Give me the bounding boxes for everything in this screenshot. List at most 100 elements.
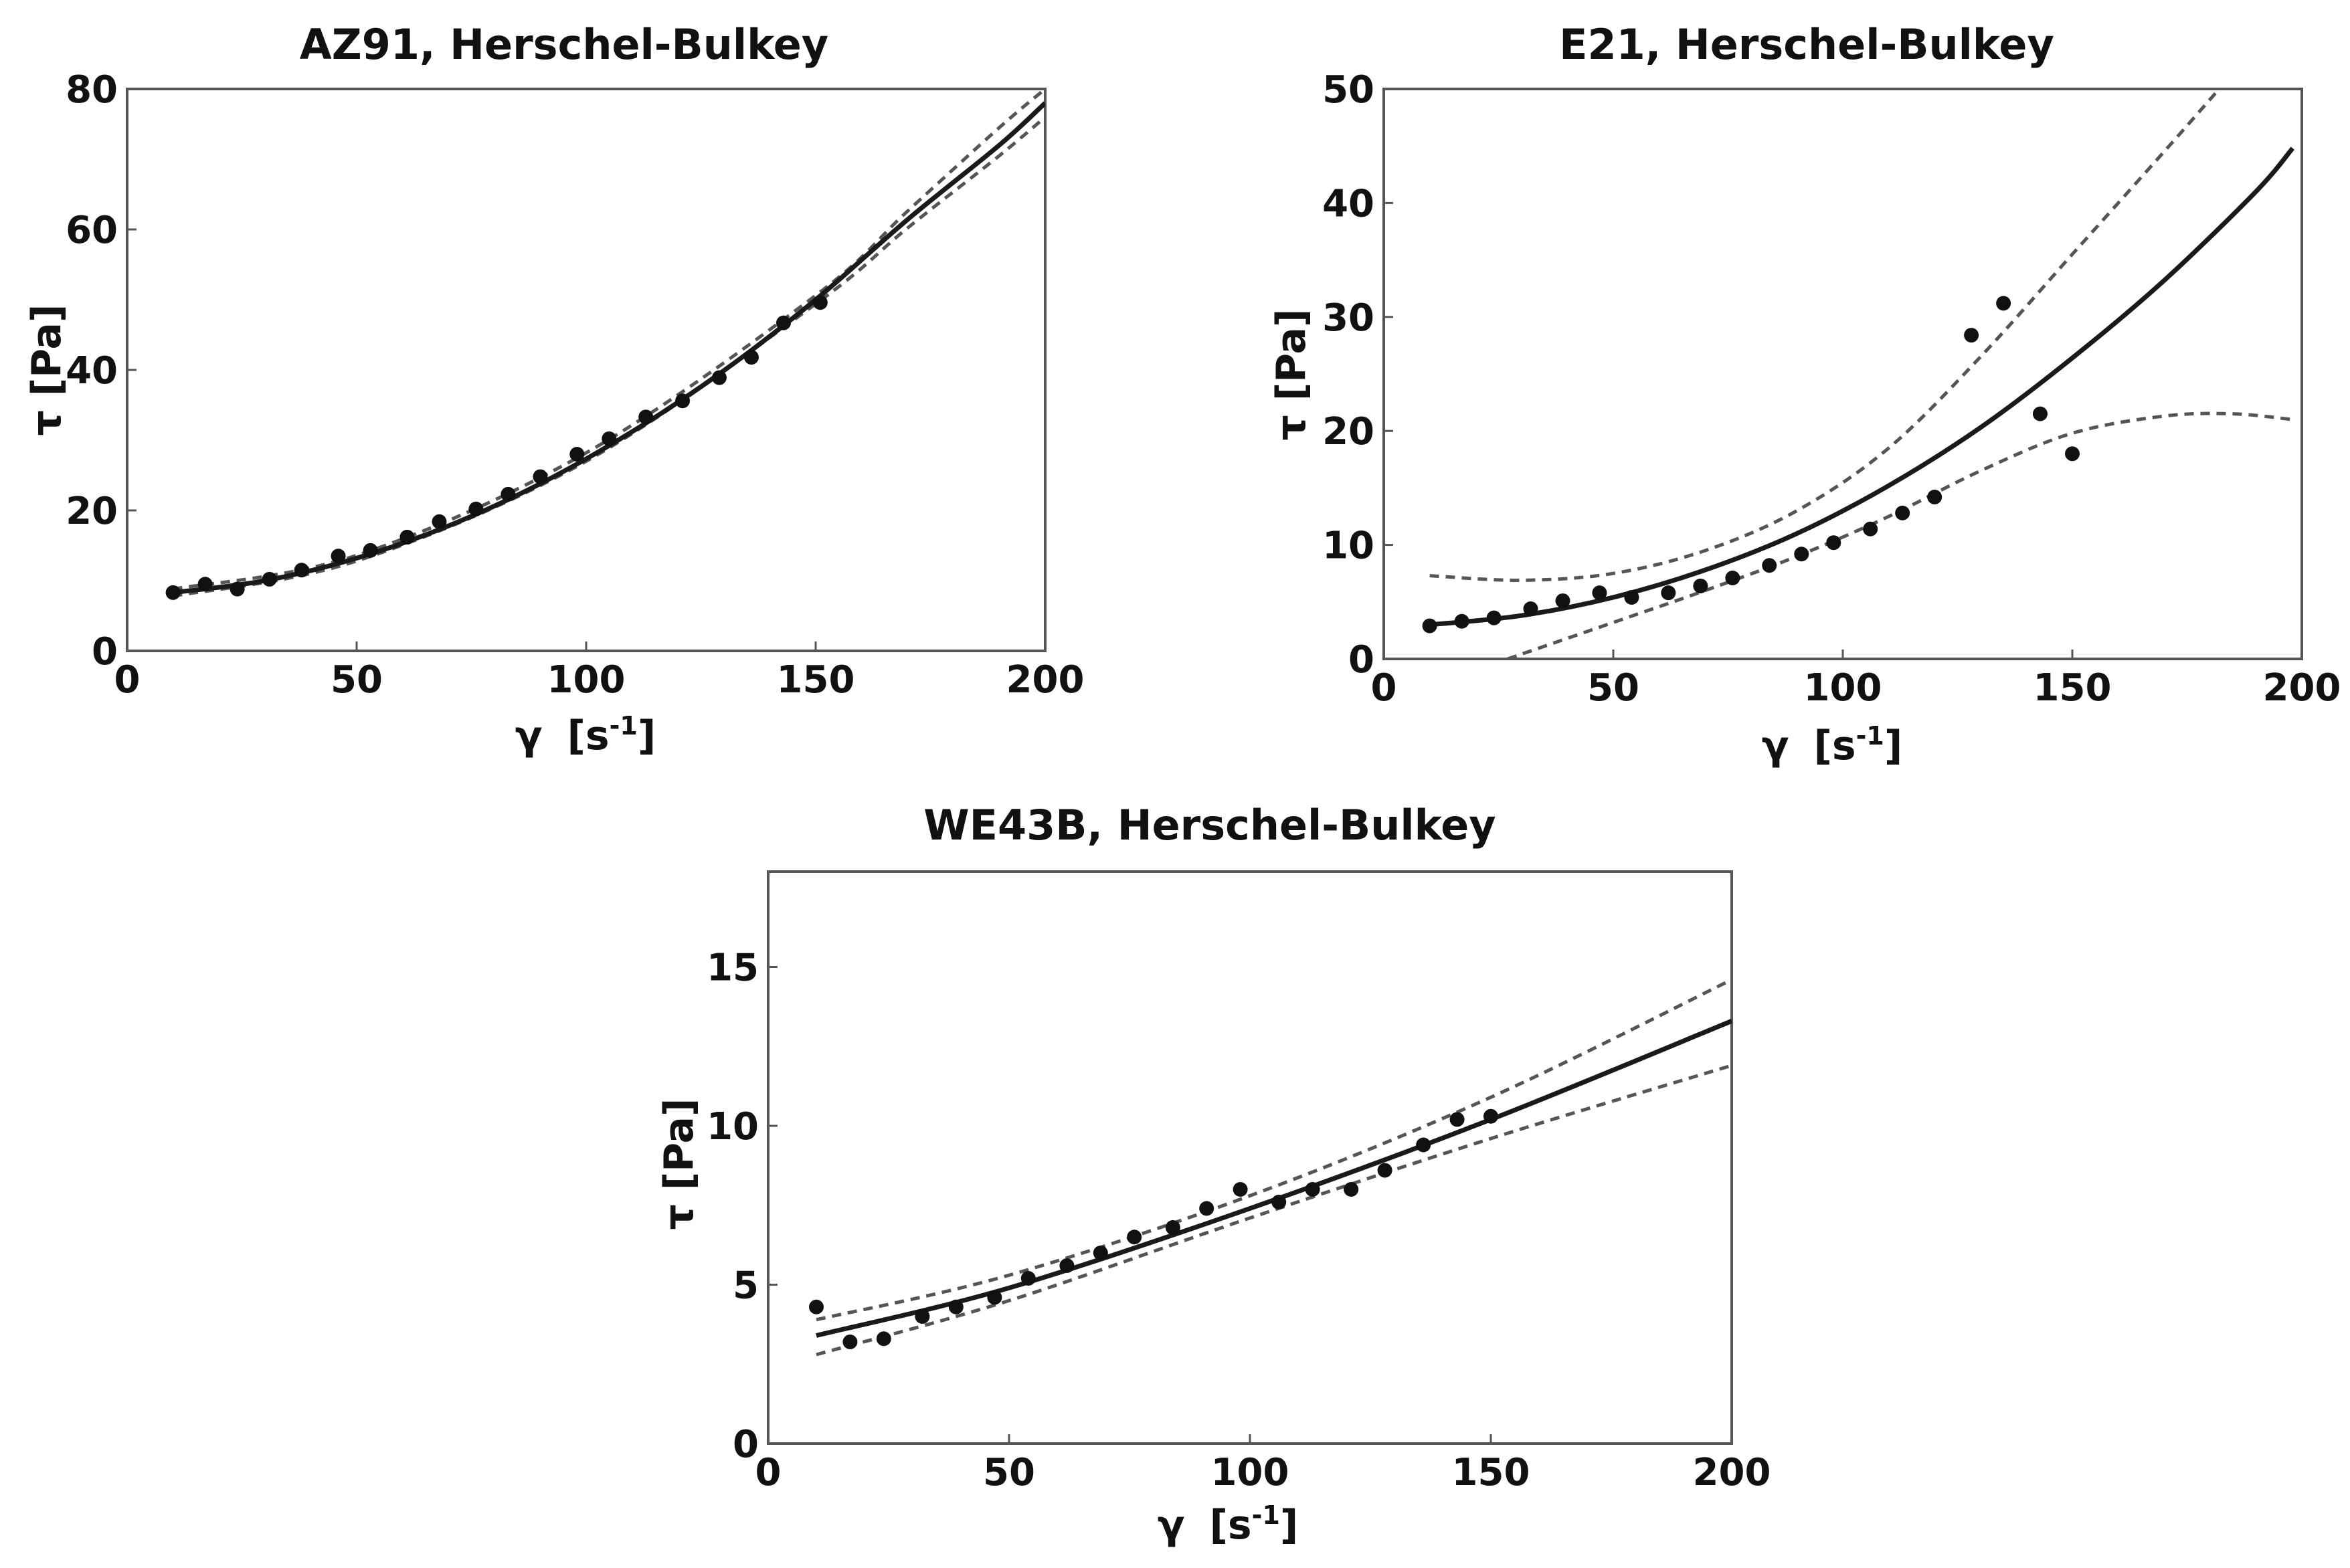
data-point	[399, 529, 415, 545]
data-point	[1661, 585, 1676, 601]
data-point	[809, 1299, 824, 1314]
y-tick-label: 50	[1322, 68, 1374, 112]
confidence-upper-line	[173, 89, 1045, 591]
fit-line	[816, 1019, 1732, 1338]
fit-line	[1429, 146, 2294, 627]
data-point	[1555, 593, 1570, 609]
plot-frame	[1382, 88, 2303, 660]
y-axis-label: τ [Pa]	[656, 1098, 703, 1230]
data-point	[743, 350, 759, 365]
confidence-upper-line	[1429, 89, 2221, 582]
chart-we43b: WE43B, Herschel-Bulkey 0 50 100 150 200 0 5 10 1…	[656, 801, 1771, 1549]
data-point	[1996, 296, 2011, 311]
chart-title: E21, Herschel-Bulkey	[1559, 20, 2054, 69]
data-point	[1093, 1246, 1108, 1260]
x-tick-label: 150	[1452, 1451, 1530, 1494]
y-tick-label: 30	[1322, 296, 1374, 340]
data-point	[1422, 618, 1437, 633]
data-point	[1624, 589, 1639, 605]
y-tick-label: 0	[1348, 638, 1374, 682]
data-point	[533, 469, 548, 484]
x-tick-label: 100	[547, 658, 626, 702]
x-tick-label: 50	[1587, 666, 1639, 710]
chart-title: WE43B, Herschel-Bulkey	[923, 801, 1496, 850]
data-point	[1826, 535, 1841, 551]
data-point	[776, 315, 791, 330]
data-point	[569, 447, 585, 462]
x-tick-label: 50	[331, 658, 383, 702]
y-tick-label: 5	[733, 1264, 759, 1308]
data-point	[468, 501, 484, 516]
x-tick-label: 0	[1371, 666, 1397, 710]
y-tick-label: 0	[92, 630, 118, 674]
x-tick-label: 50	[983, 1451, 1035, 1494]
y-tick-label: 60	[66, 209, 118, 252]
confidence-lower-line	[173, 116, 1045, 598]
y-tick-label: 0	[733, 1423, 759, 1466]
data-point	[294, 563, 309, 578]
data-point	[638, 409, 654, 425]
data-point	[1794, 547, 1809, 562]
y-tick-label: 80	[66, 68, 118, 112]
curves-group	[173, 89, 1045, 598]
data-point	[1725, 571, 1740, 586]
data-point	[501, 486, 516, 502]
points-group	[1422, 296, 2080, 633]
x-tick-label: 100	[1804, 666, 1882, 710]
y-tick-label: 10	[707, 1105, 759, 1149]
data-point	[987, 1290, 1002, 1305]
data-point	[1165, 1220, 1180, 1235]
data-point	[197, 577, 213, 592]
data-point	[1523, 601, 1538, 617]
x-axis-label: γ [s-1]	[1158, 1500, 1299, 1549]
chart-e21: E21, Herschel-Bulkey 0 50 100 150 200 0 10 20 30…	[1268, 20, 2341, 769]
data-point	[262, 571, 277, 587]
data-point	[1020, 1271, 1036, 1286]
data-point	[1762, 558, 1777, 573]
confidence-upper-line	[816, 978, 1732, 1322]
x-tick-label: 200	[2263, 666, 2341, 710]
data-point	[1271, 1195, 1287, 1209]
x-tick-label: 150	[2033, 666, 2112, 710]
plot-frame	[767, 870, 1733, 1445]
y-axis-label: τ [Pa]	[1268, 309, 1315, 441]
x-axis-label: γ [s-1]	[1762, 721, 1903, 769]
data-point	[363, 543, 378, 558]
data-point	[1377, 1163, 1392, 1178]
data-point	[1486, 610, 1502, 625]
data-point	[1416, 1137, 1431, 1153]
points-group	[165, 295, 828, 600]
data-point	[1449, 1112, 1465, 1127]
x-tick-label: 200	[1006, 658, 1085, 702]
fit-line	[173, 101, 1045, 595]
data-point	[2065, 446, 2080, 462]
y-axis-label: τ [Pa]	[23, 304, 70, 436]
confidence-lower-line	[816, 1064, 1732, 1357]
y-tick-label: 20	[66, 490, 118, 533]
x-tick-label: 0	[755, 1451, 782, 1494]
curves-group	[816, 978, 1732, 1357]
x-tick-label: 200	[1693, 1451, 1771, 1494]
plot-frame	[126, 88, 1047, 652]
x-tick-label: 150	[777, 658, 855, 702]
data-point	[230, 581, 245, 597]
y-tick-label: 10	[1322, 524, 1374, 568]
y-tick-label: 40	[1322, 182, 1374, 225]
data-point	[1199, 1201, 1214, 1216]
data-point	[1927, 490, 1942, 505]
data-point	[2032, 406, 2048, 421]
y-tick-label: 20	[1322, 410, 1374, 454]
x-axis-label: γ [s-1]	[515, 711, 656, 759]
chart-az91: AZ91, Herschel-Bulkey 0 50 100 150 200 0 20 40 6…	[23, 20, 1084, 759]
data-point	[1305, 1182, 1320, 1197]
data-point	[165, 585, 181, 600]
data-point	[1895, 505, 1910, 520]
data-point	[876, 1331, 891, 1347]
ticks-group: 0 50 100 150 200 0 20 40 60 80	[66, 68, 1084, 702]
data-point	[1693, 578, 1708, 593]
data-point	[1344, 1182, 1359, 1197]
data-point	[331, 549, 346, 564]
confidence-lower-line	[1507, 411, 2293, 659]
data-point	[812, 295, 828, 310]
x-tick-label: 0	[114, 658, 141, 702]
